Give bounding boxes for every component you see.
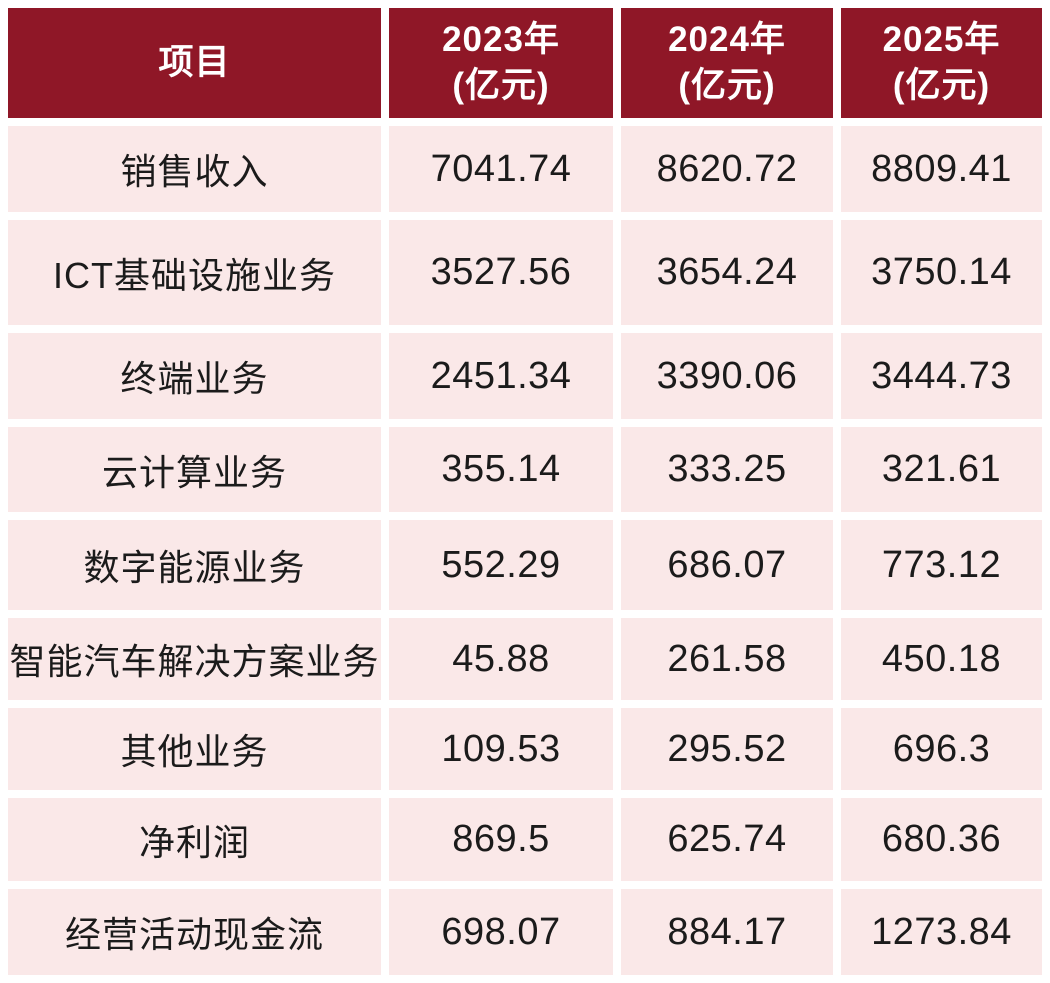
header-cell-2025: 2025年 (亿元)	[841, 8, 1042, 118]
row-value-2025: 8809.41	[841, 126, 1042, 212]
row-label: 销售收入	[8, 126, 381, 212]
row-value-2024: 333.25	[621, 427, 833, 512]
row-value-2024: 686.07	[621, 520, 833, 610]
row-value-2025: 680.36	[841, 798, 1042, 881]
row-value-2025: 1273.84	[841, 889, 1042, 975]
row-value-2025: 450.18	[841, 618, 1042, 700]
row-label: 数字能源业务	[8, 520, 381, 610]
row-value-2025: 696.3	[841, 708, 1042, 790]
row-value-2024: 8620.72	[621, 126, 833, 212]
row-value-2024: 625.74	[621, 798, 833, 881]
row-value-2024: 261.58	[621, 618, 833, 700]
header-year-label: 2024年	[668, 19, 786, 59]
header-unit-label: (亿元)	[678, 66, 776, 105]
row-label: 经营活动现金流	[8, 889, 381, 975]
row-value-2023: 7041.74	[389, 126, 613, 212]
row-value-2023: 698.07	[389, 889, 613, 975]
row-value-2024: 3390.06	[621, 333, 833, 419]
row-value-2023: 869.5	[389, 798, 613, 881]
row-value-2025: 3444.73	[841, 333, 1042, 419]
row-value-2024: 884.17	[621, 889, 833, 975]
header-unit-label: (亿元)	[892, 66, 991, 105]
row-label: ICT基础设施业务	[8, 220, 381, 325]
header-item-label: 项目	[158, 42, 231, 82]
row-value-2023: 109.53	[389, 708, 613, 790]
row-label: 智能汽车解决方案业务	[8, 618, 381, 700]
row-label: 净利润	[8, 798, 381, 881]
header-cell-2024: 2024年 (亿元)	[621, 8, 833, 118]
row-value-2025: 321.61	[841, 427, 1042, 512]
row-value-2023: 552.29	[389, 520, 613, 610]
header-year-label: 2025年	[882, 19, 1001, 59]
row-value-2025: 3750.14	[841, 220, 1042, 325]
row-value-2025: 773.12	[841, 520, 1042, 610]
row-label: 云计算业务	[8, 427, 381, 512]
row-value-2023: 355.14	[389, 427, 613, 512]
row-value-2024: 3654.24	[621, 220, 833, 325]
row-value-2024: 295.52	[621, 708, 833, 790]
row-value-2023: 45.88	[389, 618, 613, 700]
header-cell-item: 项目	[8, 8, 381, 118]
header-year-label: 2023年	[442, 19, 560, 59]
row-label: 终端业务	[8, 333, 381, 419]
header-unit-label: (亿元)	[452, 66, 550, 105]
row-label: 其他业务	[8, 708, 381, 790]
header-cell-2023: 2023年 (亿元)	[389, 8, 613, 118]
row-value-2023: 2451.34	[389, 333, 613, 419]
row-value-2023: 3527.56	[389, 220, 613, 325]
